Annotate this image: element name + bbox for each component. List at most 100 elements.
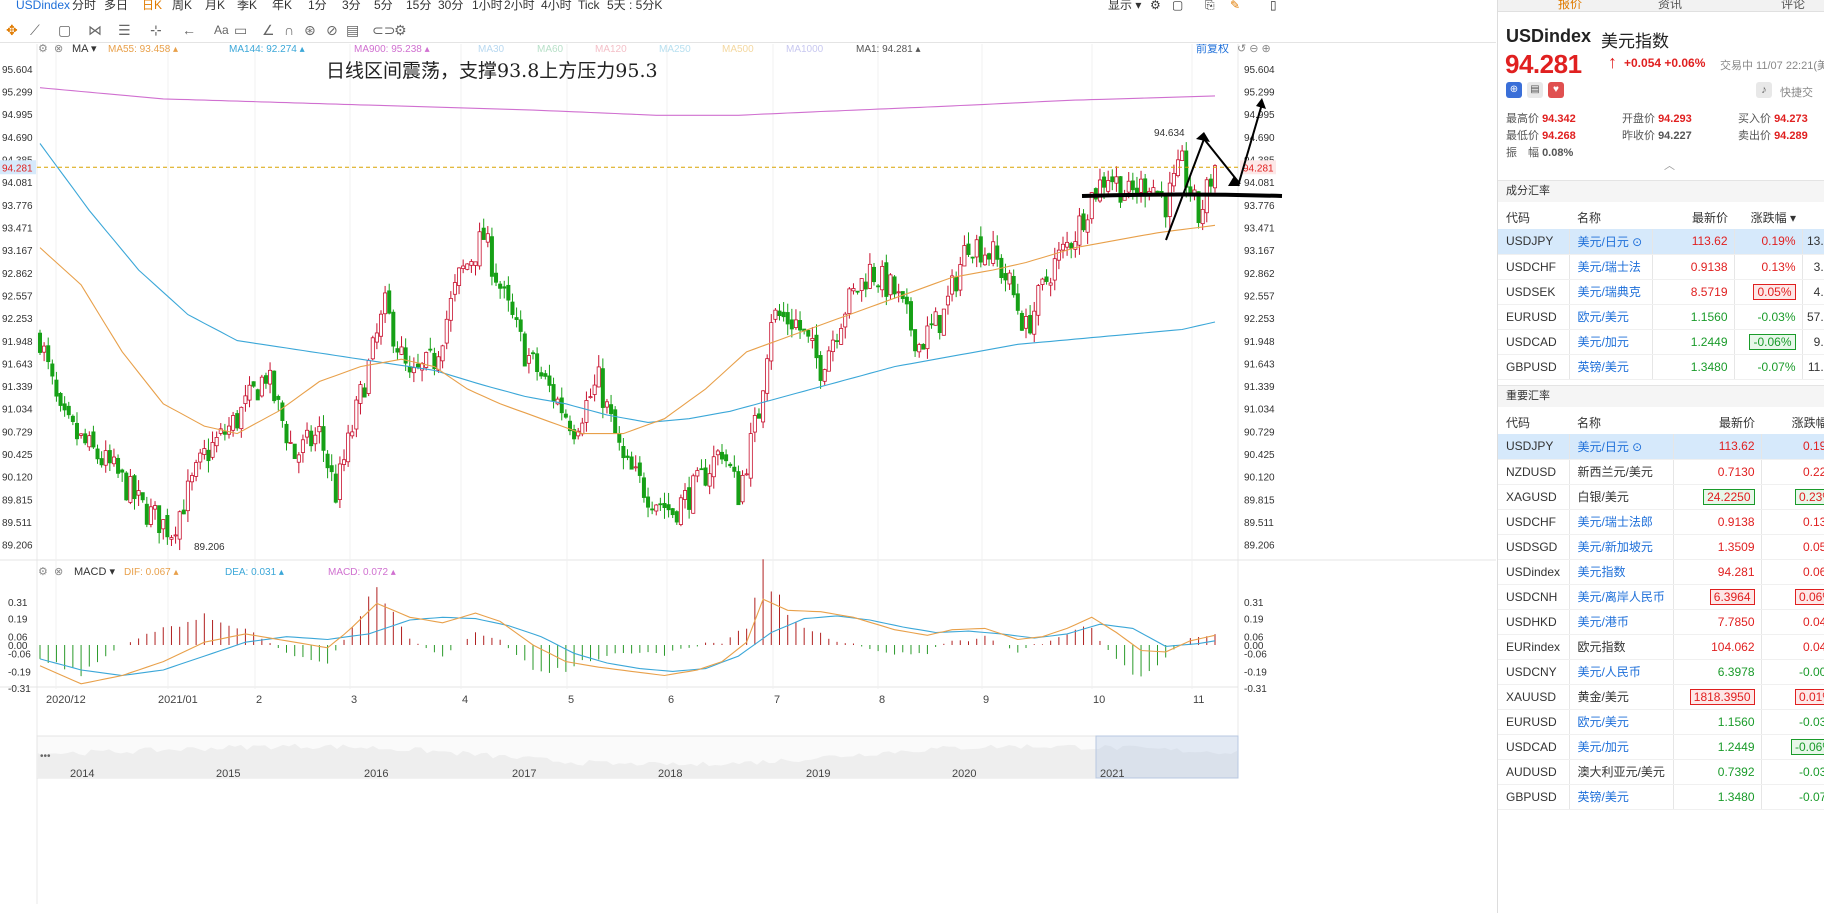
- symbol-selector[interactable]: USDindex: [16, 0, 71, 12]
- settings-gear-icon[interactable]: ⚙: [394, 22, 407, 38]
- tab-period-11[interactable]: 30分: [438, 0, 464, 12]
- candle-body: [625, 455, 630, 458]
- candle-body: [896, 291, 901, 294]
- snapshot-icon[interactable]: ⎘: [1205, 0, 1215, 12]
- candle-body: [646, 496, 651, 508]
- tab-period-0[interactable]: 分时: [72, 0, 97, 12]
- candle-body: [814, 334, 819, 359]
- settings-icon[interactable]: ⚙: [1150, 0, 1161, 12]
- undo-arrow-icon[interactable]: ←: [182, 22, 196, 38]
- candle-body: [288, 442, 293, 444]
- draw-icon[interactable]: ✎: [1230, 0, 1241, 12]
- row-price: 0.9138: [1672, 509, 1761, 535]
- y-tick-left: 92.253: [2, 314, 33, 325]
- candle-body: [38, 332, 43, 353]
- magnet-icon[interactable]: ∩: [284, 22, 295, 38]
- heart-icon[interactable]: ♥: [1548, 82, 1564, 98]
- fib-tool-icon[interactable]: ☰: [118, 22, 131, 38]
- document-icon[interactable]: ▤: [1527, 82, 1543, 98]
- navigator-year-label: 2018: [658, 768, 682, 780]
- tab-period-16[interactable]: 5天 : 5分K: [607, 0, 663, 12]
- tab-period-13[interactable]: 2小时: [504, 0, 535, 12]
- eye-icon[interactable]: ⊛: [304, 22, 316, 38]
- y-tick-left: 94.081: [2, 178, 33, 189]
- tab-quote[interactable]: 报价: [1558, 0, 1583, 11]
- candle-body: [214, 437, 219, 447]
- row-price: 1.3480: [1651, 354, 1734, 380]
- candle-body: [1032, 310, 1037, 335]
- line-tool-icon[interactable]: ⟋: [30, 22, 40, 38]
- tab-period-12[interactable]: 1小时: [472, 0, 503, 12]
- bell-icon[interactable]: ♪: [1756, 82, 1772, 98]
- candle-body: [892, 276, 897, 295]
- trash-icon[interactable]: ▤: [346, 22, 360, 38]
- tab-period-5[interactable]: 季K: [237, 0, 258, 12]
- pattern-tool-icon[interactable]: ⋈: [88, 22, 102, 38]
- candle-body: [1040, 278, 1045, 285]
- candle-body: [982, 254, 987, 266]
- tab-period-8[interactable]: 3分: [342, 0, 361, 12]
- link-icon[interactable]: ⊂⊃: [372, 22, 396, 38]
- candle-body: [736, 471, 741, 506]
- row-code: GBPUSD: [1498, 354, 1569, 380]
- chevron-up-icon[interactable]: ︿: [1664, 160, 1675, 172]
- tab-period-4[interactable]: 月K: [205, 0, 226, 12]
- tab-period-7[interactable]: 1分: [308, 0, 327, 12]
- tab-period-14[interactable]: 4小时: [541, 0, 572, 12]
- macd-tick-right: 0.31: [1244, 598, 1264, 609]
- y-tick-right: 92.557: [1244, 291, 1275, 302]
- tab-news[interactable]: 资讯: [1658, 0, 1683, 11]
- chart-area[interactable]: 95.604 95.604 95.299 95.299 94.995 94.995 94.6…: [0, 44, 1496, 913]
- hide-icon[interactable]: ⊘: [326, 22, 338, 38]
- shape-tool-icon[interactable]: ▢: [58, 22, 72, 38]
- tab-comment[interactable]: 评论: [1781, 0, 1806, 11]
- tab-period-3[interactable]: 周K: [172, 0, 193, 12]
- crosshair-icon[interactable]: ✥: [6, 22, 18, 38]
- globe-icon[interactable]: ⊕: [1506, 82, 1522, 98]
- tab-period-2[interactable]: 日K: [142, 0, 163, 12]
- candle-body: [555, 398, 560, 405]
- tab-period-15[interactable]: Tick: [578, 0, 600, 12]
- tab-period-9[interactable]: 5分: [374, 0, 393, 12]
- row-code: USDCHF: [1498, 509, 1569, 535]
- tab-period-1[interactable]: 多日: [104, 0, 129, 12]
- layout-icon[interactable]: ▢: [1172, 0, 1184, 12]
- ruler-icon[interactable]: ∠: [262, 22, 275, 38]
- display-menu[interactable]: 显示 ▾: [1108, 0, 1142, 12]
- tab-period-6[interactable]: 年K: [272, 0, 293, 12]
- quick-trade-button[interactable]: 快捷交: [1780, 87, 1813, 99]
- navigator-year-label: 2016: [364, 768, 388, 780]
- measure-tool-icon[interactable]: ⊹: [150, 22, 162, 38]
- fullscreen-icon[interactable]: ▯: [1270, 0, 1277, 12]
- text-tool-icon[interactable]: Aa: [214, 23, 229, 37]
- candle-body: [991, 241, 996, 264]
- y-tick-right: 89.815: [1244, 495, 1275, 506]
- candle-body: [1130, 180, 1135, 191]
- comment-icon[interactable]: ▭: [234, 22, 248, 38]
- y-tick-left: 89.511: [2, 518, 32, 529]
- tab-period-10[interactable]: 15分: [406, 0, 432, 12]
- candle-body: [378, 313, 383, 337]
